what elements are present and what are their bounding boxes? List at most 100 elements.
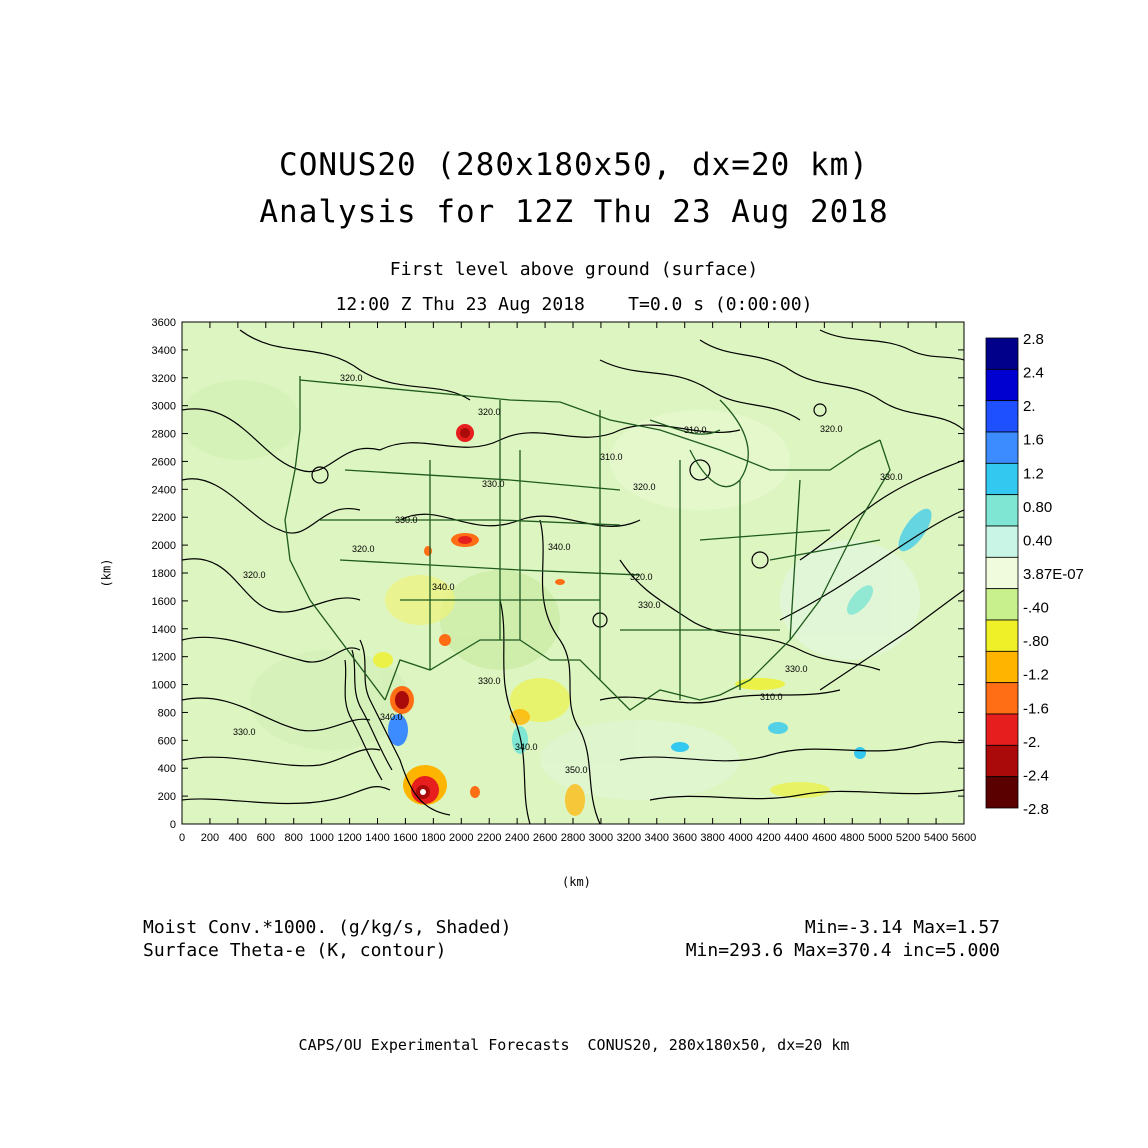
contour-label: 340.0 (432, 582, 455, 592)
x-tick-label: 1400 (365, 832, 389, 844)
y-tick-label: 3400 (152, 345, 176, 357)
colorbar-label: -1.6 (1023, 700, 1049, 717)
y-tick-label: 3200 (152, 373, 176, 385)
contour-label: 350.0 (565, 765, 588, 775)
x-tick-label: 5200 (896, 832, 920, 844)
colorbar-label: -2.4 (1023, 767, 1049, 784)
x-tick-label: 2200 (477, 832, 501, 844)
colorbar-swatch (985, 494, 1019, 527)
field1-name: Moist Conv.*1000. (g/kg/s, Shaded) (143, 917, 512, 938)
colorbar-label: -.40 (1023, 600, 1049, 617)
y-tick-label: 1200 (152, 652, 176, 664)
colorbar: 2.8 2.4 2. 1.6 1.2 0.80 0.40 3.87E-07 -.40 -.80 -1… (985, 331, 1084, 818)
colorbar-swatch (985, 650, 1019, 684)
y-tick-label: 400 (158, 763, 176, 775)
contour-label: 330.0 (395, 515, 418, 525)
chart-title-analysis: Analysis for 12Z Thu 23 Aug 2018 (259, 194, 889, 230)
contour-label: 330.0 (785, 664, 808, 674)
contour-label: 330.0 (478, 676, 501, 686)
x-tick-label: 3200 (617, 832, 641, 844)
x-tick-label: 600 (257, 832, 275, 844)
theta-e-contours (182, 329, 964, 824)
x-tick-label: 5000 (868, 832, 892, 844)
contour-label: 340.0 (515, 742, 538, 752)
x-axis-unit: (km) (562, 875, 591, 889)
contour-label: 340.0 (548, 542, 571, 552)
x-tick-label: 3000 (589, 832, 613, 844)
colorbar-swatch (985, 368, 1019, 402)
shaded-field (182, 322, 964, 824)
colorbar-swatch (985, 337, 1019, 370)
chart-subtitle-time: 12:00 Z Thu 23 Aug 2018 T=0.0 s (0:00:00… (335, 294, 813, 315)
colorbar-swatch (985, 713, 1019, 746)
field1-range: Min=-3.14 Max=1.57 (804, 917, 1000, 938)
colorbar-swatch (985, 776, 1019, 809)
x-tick-label: 0 (179, 832, 185, 844)
contour-label: 320.0 (340, 373, 363, 383)
x-tick-label: 800 (285, 832, 303, 844)
y-tick-label: 0 (170, 819, 176, 831)
contour-label: 330.0 (233, 727, 256, 737)
colorbar-swatch (985, 431, 1019, 464)
colorbar-label: -.80 (1023, 633, 1049, 650)
chart-title-model: CONUS20 (280x180x50, dx=20 km) (279, 147, 869, 183)
colorbar-label: 2.4 (1023, 365, 1044, 382)
y-tick-label: 1400 (152, 624, 176, 636)
y-tick-label: 2800 (152, 429, 176, 441)
contour-label: 310.0 (600, 452, 623, 462)
contour-label: 340.0 (380, 712, 403, 722)
y-tick-label: 3000 (152, 401, 176, 413)
x-tick-label: 2800 (561, 832, 585, 844)
x-tick-label: 4800 (840, 832, 864, 844)
contour-label: 330.0 (638, 600, 661, 610)
y-tick-label: 600 (158, 735, 176, 747)
x-tick-label: 2600 (533, 832, 557, 844)
colorbar-label: 0.40 (1023, 532, 1052, 549)
colorbar-swatch (985, 588, 1019, 621)
contour-label: 310.0 (684, 425, 707, 435)
y-tick-label: 2600 (152, 456, 176, 468)
x-tick-label: 2000 (449, 832, 473, 844)
colorbar-swatch (985, 400, 1019, 433)
x-tick-label: 4000 (728, 832, 752, 844)
colorbar-label: 1.6 (1023, 432, 1044, 449)
y-tick-label: 3600 (152, 317, 176, 329)
y-tick-label: 200 (158, 791, 176, 803)
colorbar-label: 2. (1023, 398, 1036, 415)
contour-label: 320.0 (633, 482, 656, 492)
contour-label: 330.0 (880, 472, 903, 482)
x-tick-label: 1800 (421, 832, 445, 844)
x-tick-label: 1600 (393, 832, 417, 844)
contour-label: 320.0 (478, 407, 501, 417)
y-axis: 0 200 400 600 800 1000 1200 1400 1600 1800 2000 220… (152, 317, 964, 831)
colorbar-label: 2.8 (1023, 331, 1044, 348)
credit-line: CAPS/OU Experimental Forecasts CONUS20, … (298, 1036, 850, 1054)
x-tick-label: 3600 (672, 832, 696, 844)
colorbar-label: -2. (1023, 734, 1041, 751)
colorbar-swatch (985, 619, 1019, 652)
x-tick-label: 4200 (756, 832, 780, 844)
colorbar-swatch (985, 462, 1019, 496)
colorbar-swatch (985, 525, 1019, 558)
y-tick-label: 1000 (152, 680, 176, 692)
y-tick-label: 800 (158, 707, 176, 719)
contour-labels: 320.0 330.0 320.0 320.0 310.0 320.0 320.0 330.0… (233, 373, 903, 775)
contour-label: 320.0 (630, 572, 653, 582)
contour-label: 330.0 (482, 479, 505, 489)
contour-label: 320.0 (820, 424, 843, 434)
contour-label: 320.0 (352, 544, 375, 554)
colorbar-label: -1.2 (1023, 667, 1049, 684)
colorbar-swatch (985, 744, 1019, 778)
colorbar-label: -2.8 (1023, 801, 1049, 818)
x-tick-label: 3800 (700, 832, 724, 844)
y-tick-label: 1800 (152, 568, 176, 580)
x-tick-label: 1000 (309, 832, 333, 844)
colorbar-swatch (985, 682, 1019, 715)
colorbar-label: 3.87E-07 (1023, 566, 1084, 583)
colorbar-swatch (985, 556, 1019, 590)
field2-range: Min=293.6 Max=370.4 inc=5.000 (685, 940, 1000, 961)
x-tick-label: 4400 (784, 832, 808, 844)
field2-name: Surface Theta-e (K, contour) (143, 940, 447, 961)
y-tick-label: 2000 (152, 540, 176, 552)
x-tick-label: 3400 (645, 832, 669, 844)
